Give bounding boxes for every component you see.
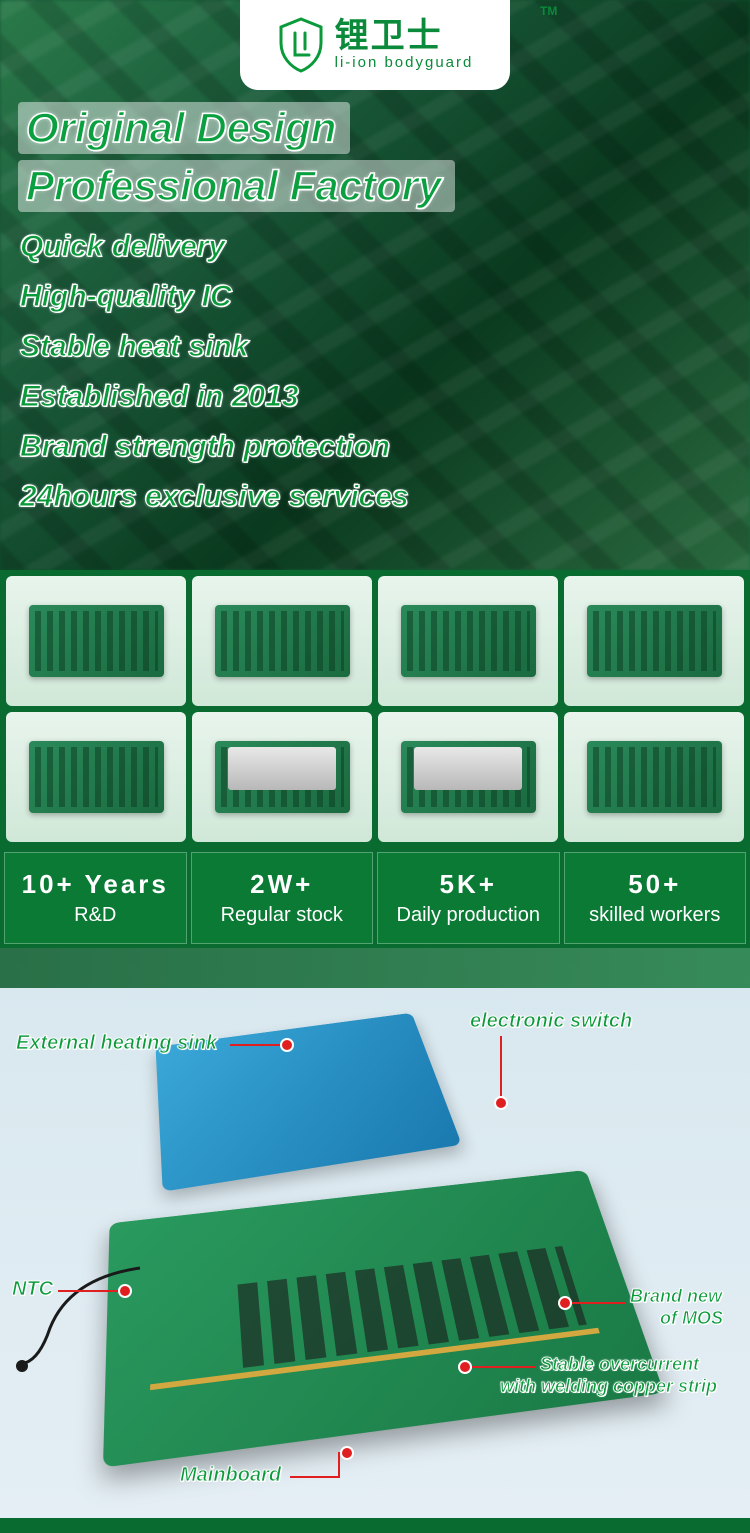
callout-mos-2: of MOS [660,1308,723,1329]
product-diagram: External heating sink electronic switch … [0,948,750,1518]
callout-dot [494,1096,508,1110]
headline-1: Original Design [18,102,350,154]
stat-value: 2W+ [250,869,313,900]
feature-item: High-quality IC [20,280,409,314]
callout-mainboard: Mainboard [180,1464,281,1487]
stat-cell: 50+ skilled workers [564,852,747,944]
product-thumb [6,712,186,842]
callout-line [58,1290,118,1292]
callout-mos-1: Brand new [630,1286,722,1307]
callout-line [570,1302,626,1304]
headline-2: Professional Factory [18,160,455,212]
stat-cell: 5K+ Daily production [377,852,560,944]
stat-label: R&D [74,904,116,927]
callout-dot [340,1446,354,1460]
callout-line [338,1452,340,1478]
mainboard-shape [103,1170,664,1468]
feature-item: Brand strength protection [20,430,409,464]
logo-text-cn: 锂卫士 [335,18,474,55]
stat-label: Daily production [397,904,540,927]
callout-line [470,1366,536,1368]
product-thumb [378,712,558,842]
callout-dot [118,1284,132,1298]
stat-label: Regular stock [221,904,343,927]
logo-text-en: li-ion bodyguard [335,55,474,72]
product-thumb [192,712,372,842]
feature-item: Quick delivery [20,230,409,264]
product-thumb [564,576,744,706]
callout-heatsink: External heating sink [16,1032,217,1055]
callout-dot [280,1038,294,1052]
stat-value: 50+ [628,869,681,900]
ntc-wire-icon [10,1258,150,1378]
feature-item: Stable heat sink [20,330,409,364]
callout-copper-2: with welding copper strip [500,1376,717,1397]
hero-banner: 锂卫士 li-ion bodyguard TM Original Design … [0,0,750,570]
feature-list: Quick delivery High-quality IC Stable he… [20,230,409,514]
stat-cell: 10+ Years R&D [4,852,187,944]
product-thumb [378,576,558,706]
stat-value: 5K+ [440,869,497,900]
feature-item: 24hours exclusive services [20,480,409,514]
stat-label: skilled workers [589,904,720,927]
callout-dot [458,1360,472,1374]
product-thumb [564,712,744,842]
callout-ntc: NTC [12,1278,53,1301]
diagram-top-strip [0,948,750,988]
product-thumb [6,576,186,706]
feature-item: Established in 2013 [20,380,409,414]
product-thumbnail-grid [0,570,750,848]
logo-shield-icon [277,17,325,73]
trademark-label: TM [540,4,557,18]
stat-value: 10+ Years [22,869,169,900]
callout-line [230,1044,280,1046]
callout-line [290,1476,340,1478]
callout-dot [558,1296,572,1310]
callout-switch: electronic switch [470,1010,632,1033]
callout-line [500,1036,502,1096]
callout-copper-1: Stable overcurrent [540,1354,699,1375]
stats-row: 10+ Years R&D 2W+ Regular stock 5K+ Dail… [0,848,750,948]
logo-box: 锂卫士 li-ion bodyguard TM [240,0,510,90]
product-thumb [192,576,372,706]
stat-cell: 2W+ Regular stock [191,852,374,944]
